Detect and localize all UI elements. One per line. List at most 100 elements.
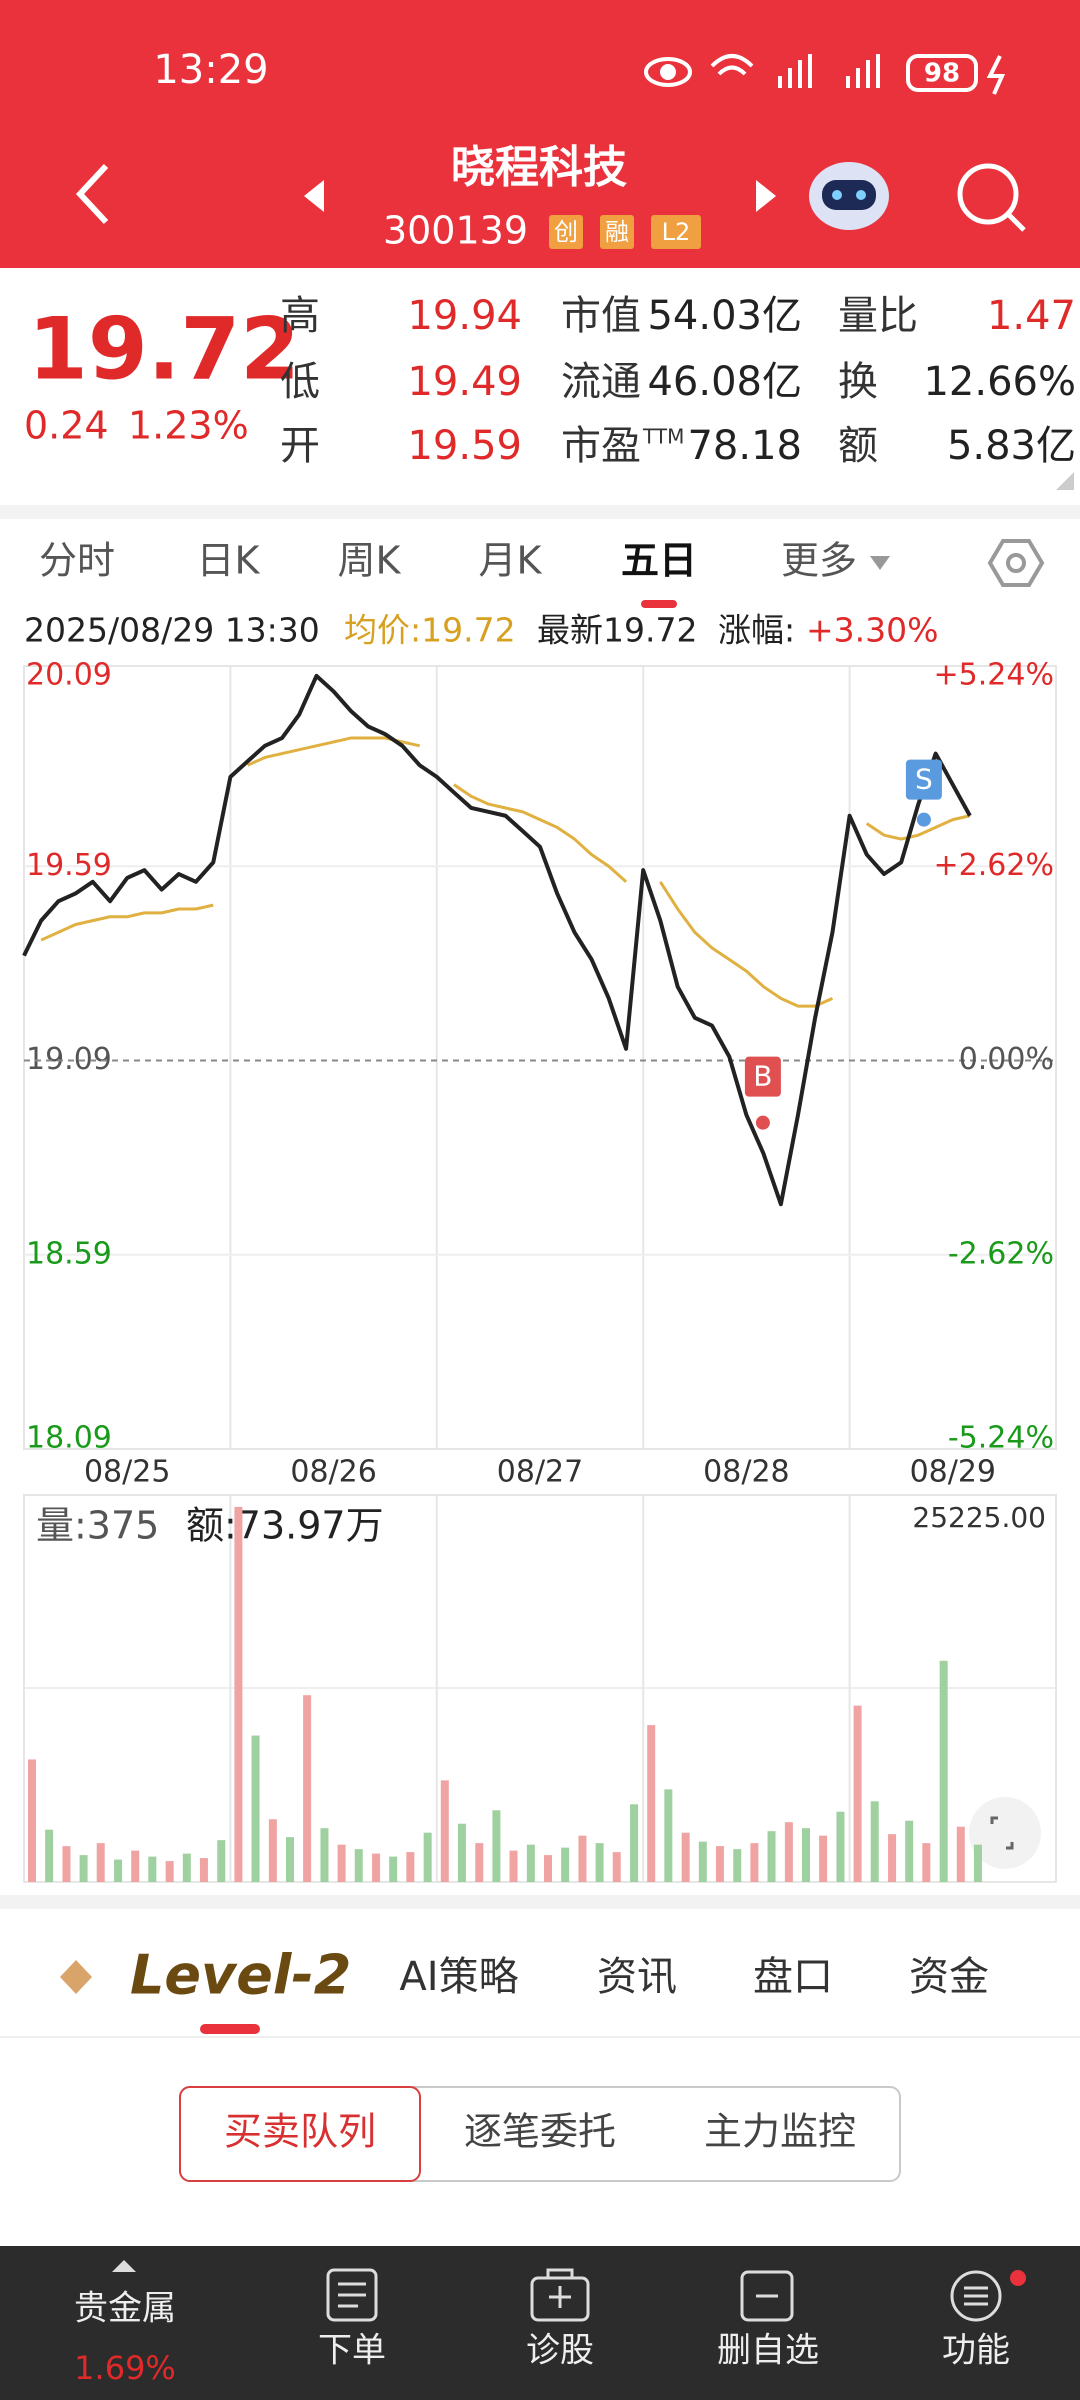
- stat-label: 额: [838, 423, 878, 469]
- search-button[interactable]: [957, 163, 1026, 232]
- y-tick-label: 20.09: [26, 658, 112, 693]
- volume-bar: [733, 1849, 742, 1882]
- robot-eye: [856, 190, 866, 200]
- stat-label: 低: [280, 359, 320, 405]
- queue-tab[interactable]: 主力监控: [704, 2110, 856, 2154]
- volume-bar: [750, 1843, 759, 1882]
- stat-label: 开: [280, 423, 320, 469]
- volume-bar: [234, 1506, 243, 1882]
- segment-active[interactable]: [179, 2086, 421, 2182]
- period-tab[interactable]: 分时: [39, 539, 115, 583]
- y2-tick-label: -5.24%: [948, 1421, 1054, 1456]
- order-lines: [338, 2282, 366, 2308]
- next-stock[interactable]: [756, 180, 776, 212]
- volume-bar: [372, 1853, 381, 1882]
- volume-bar: [423, 1832, 432, 1882]
- queue-tab[interactable]: 逐笔委托: [464, 2110, 616, 2154]
- signal-5g: [778, 54, 812, 88]
- volume-bar: [630, 1804, 639, 1882]
- nav-label[interactable]: 删自选: [717, 2331, 819, 2371]
- nav-label[interactable]: 贵金属: [74, 2289, 176, 2329]
- expand-button[interactable]: [969, 1797, 1041, 1869]
- more-arrow: [870, 556, 890, 570]
- tag-bg: [651, 215, 701, 249]
- volume-bar: [457, 1823, 466, 1882]
- volume-bar: [28, 1759, 36, 1882]
- detail-tab[interactable]: 资金: [909, 1954, 989, 2000]
- trade-badge: [905, 759, 942, 800]
- series-line: [659, 880, 834, 1008]
- volume-bar: [114, 1859, 123, 1882]
- diagnose-icon: [530, 2276, 590, 2322]
- status-icons: [644, 54, 978, 92]
- y2-tick-label: -2.62%: [948, 1236, 1054, 1271]
- eye-pupil: [660, 64, 676, 80]
- volume-bar: [664, 1789, 673, 1882]
- stat-value: 19.59: [407, 423, 522, 469]
- x-tick-label: 08/28: [703, 1455, 789, 1490]
- info-avg: 均价:19.72: [344, 611, 516, 650]
- stat-label: 市盈: [561, 423, 641, 469]
- search-lens: [957, 163, 1019, 225]
- stat-value: 78.18: [687, 423, 802, 469]
- period-tab[interactable]: 月K: [479, 539, 543, 583]
- wifi-icon: [710, 54, 754, 76]
- volume-bar: [286, 1837, 294, 1882]
- x-tick-label: 08/26: [290, 1455, 376, 1490]
- y-tick-label: 19.59: [26, 848, 112, 883]
- stat-label: 量比: [838, 293, 918, 339]
- settings-button[interactable]: [987, 539, 1045, 587]
- stat-label: 高: [280, 293, 320, 339]
- volume-bar: [836, 1811, 845, 1882]
- x-tick-label: 08/29: [910, 1455, 996, 1490]
- volume-bar: [681, 1832, 690, 1882]
- chart-frame: [23, 665, 1057, 1450]
- settings-dot: [1006, 553, 1026, 573]
- series-line: [40, 903, 214, 942]
- expand-icon: [990, 1816, 1014, 1850]
- back-button[interactable]: [75, 163, 109, 225]
- detail-tab[interactable]: AI策略: [399, 1954, 518, 2000]
- hexagon: [987, 539, 1045, 587]
- period-tab[interactable]: 周K: [338, 539, 402, 583]
- detail-tab[interactable]: Level-2: [130, 1944, 351, 2007]
- stock-code: 300139: [383, 209, 528, 253]
- volume-bar: [337, 1844, 346, 1882]
- nav-label[interactable]: 功能: [942, 2331, 1010, 2371]
- trade-point: [755, 1115, 770, 1130]
- volume-bar: [698, 1841, 707, 1882]
- period-tab[interactable]: 日K: [197, 539, 261, 583]
- queue-tab[interactable]: 买卖队列: [224, 2110, 376, 2154]
- robot-icon[interactable]: [809, 162, 889, 230]
- time: 13:29: [153, 47, 268, 93]
- volume-bar: [853, 1705, 862, 1882]
- search-handle: [1006, 212, 1026, 232]
- volume-bar: [199, 1858, 208, 1882]
- volume-bar: [612, 1852, 621, 1882]
- volume-bar: [251, 1735, 260, 1882]
- x-tick-label: 08/27: [497, 1455, 583, 1490]
- volume-bar: [767, 1831, 776, 1882]
- battery-level: 98: [924, 59, 960, 89]
- period-tab[interactable]: 五日: [621, 539, 697, 583]
- nav-arrow: [112, 2260, 136, 2272]
- period-tab[interactable]: 更多: [781, 539, 857, 583]
- volume-bar: [131, 1850, 140, 1882]
- volume-bar: [96, 1843, 105, 1882]
- volume-bar: [578, 1835, 587, 1882]
- detail-tab[interactable]: 资讯: [597, 1954, 677, 2000]
- volume-bar: [784, 1822, 793, 1882]
- nav-label[interactable]: 下单: [318, 2331, 386, 2371]
- trade-badge: [744, 1056, 781, 1097]
- info-datetime: 2025/08/29 13:30: [24, 611, 320, 650]
- volume-bar: [406, 1852, 415, 1882]
- prev-stock[interactable]: [304, 180, 324, 212]
- x-tick-label: 08/25: [84, 1455, 170, 1490]
- volume-bar: [526, 1844, 535, 1882]
- nav-label[interactable]: 诊股: [526, 2331, 594, 2371]
- detail-tab[interactable]: 盘口: [753, 1954, 833, 2000]
- stock-name: 晓程科技: [451, 142, 627, 193]
